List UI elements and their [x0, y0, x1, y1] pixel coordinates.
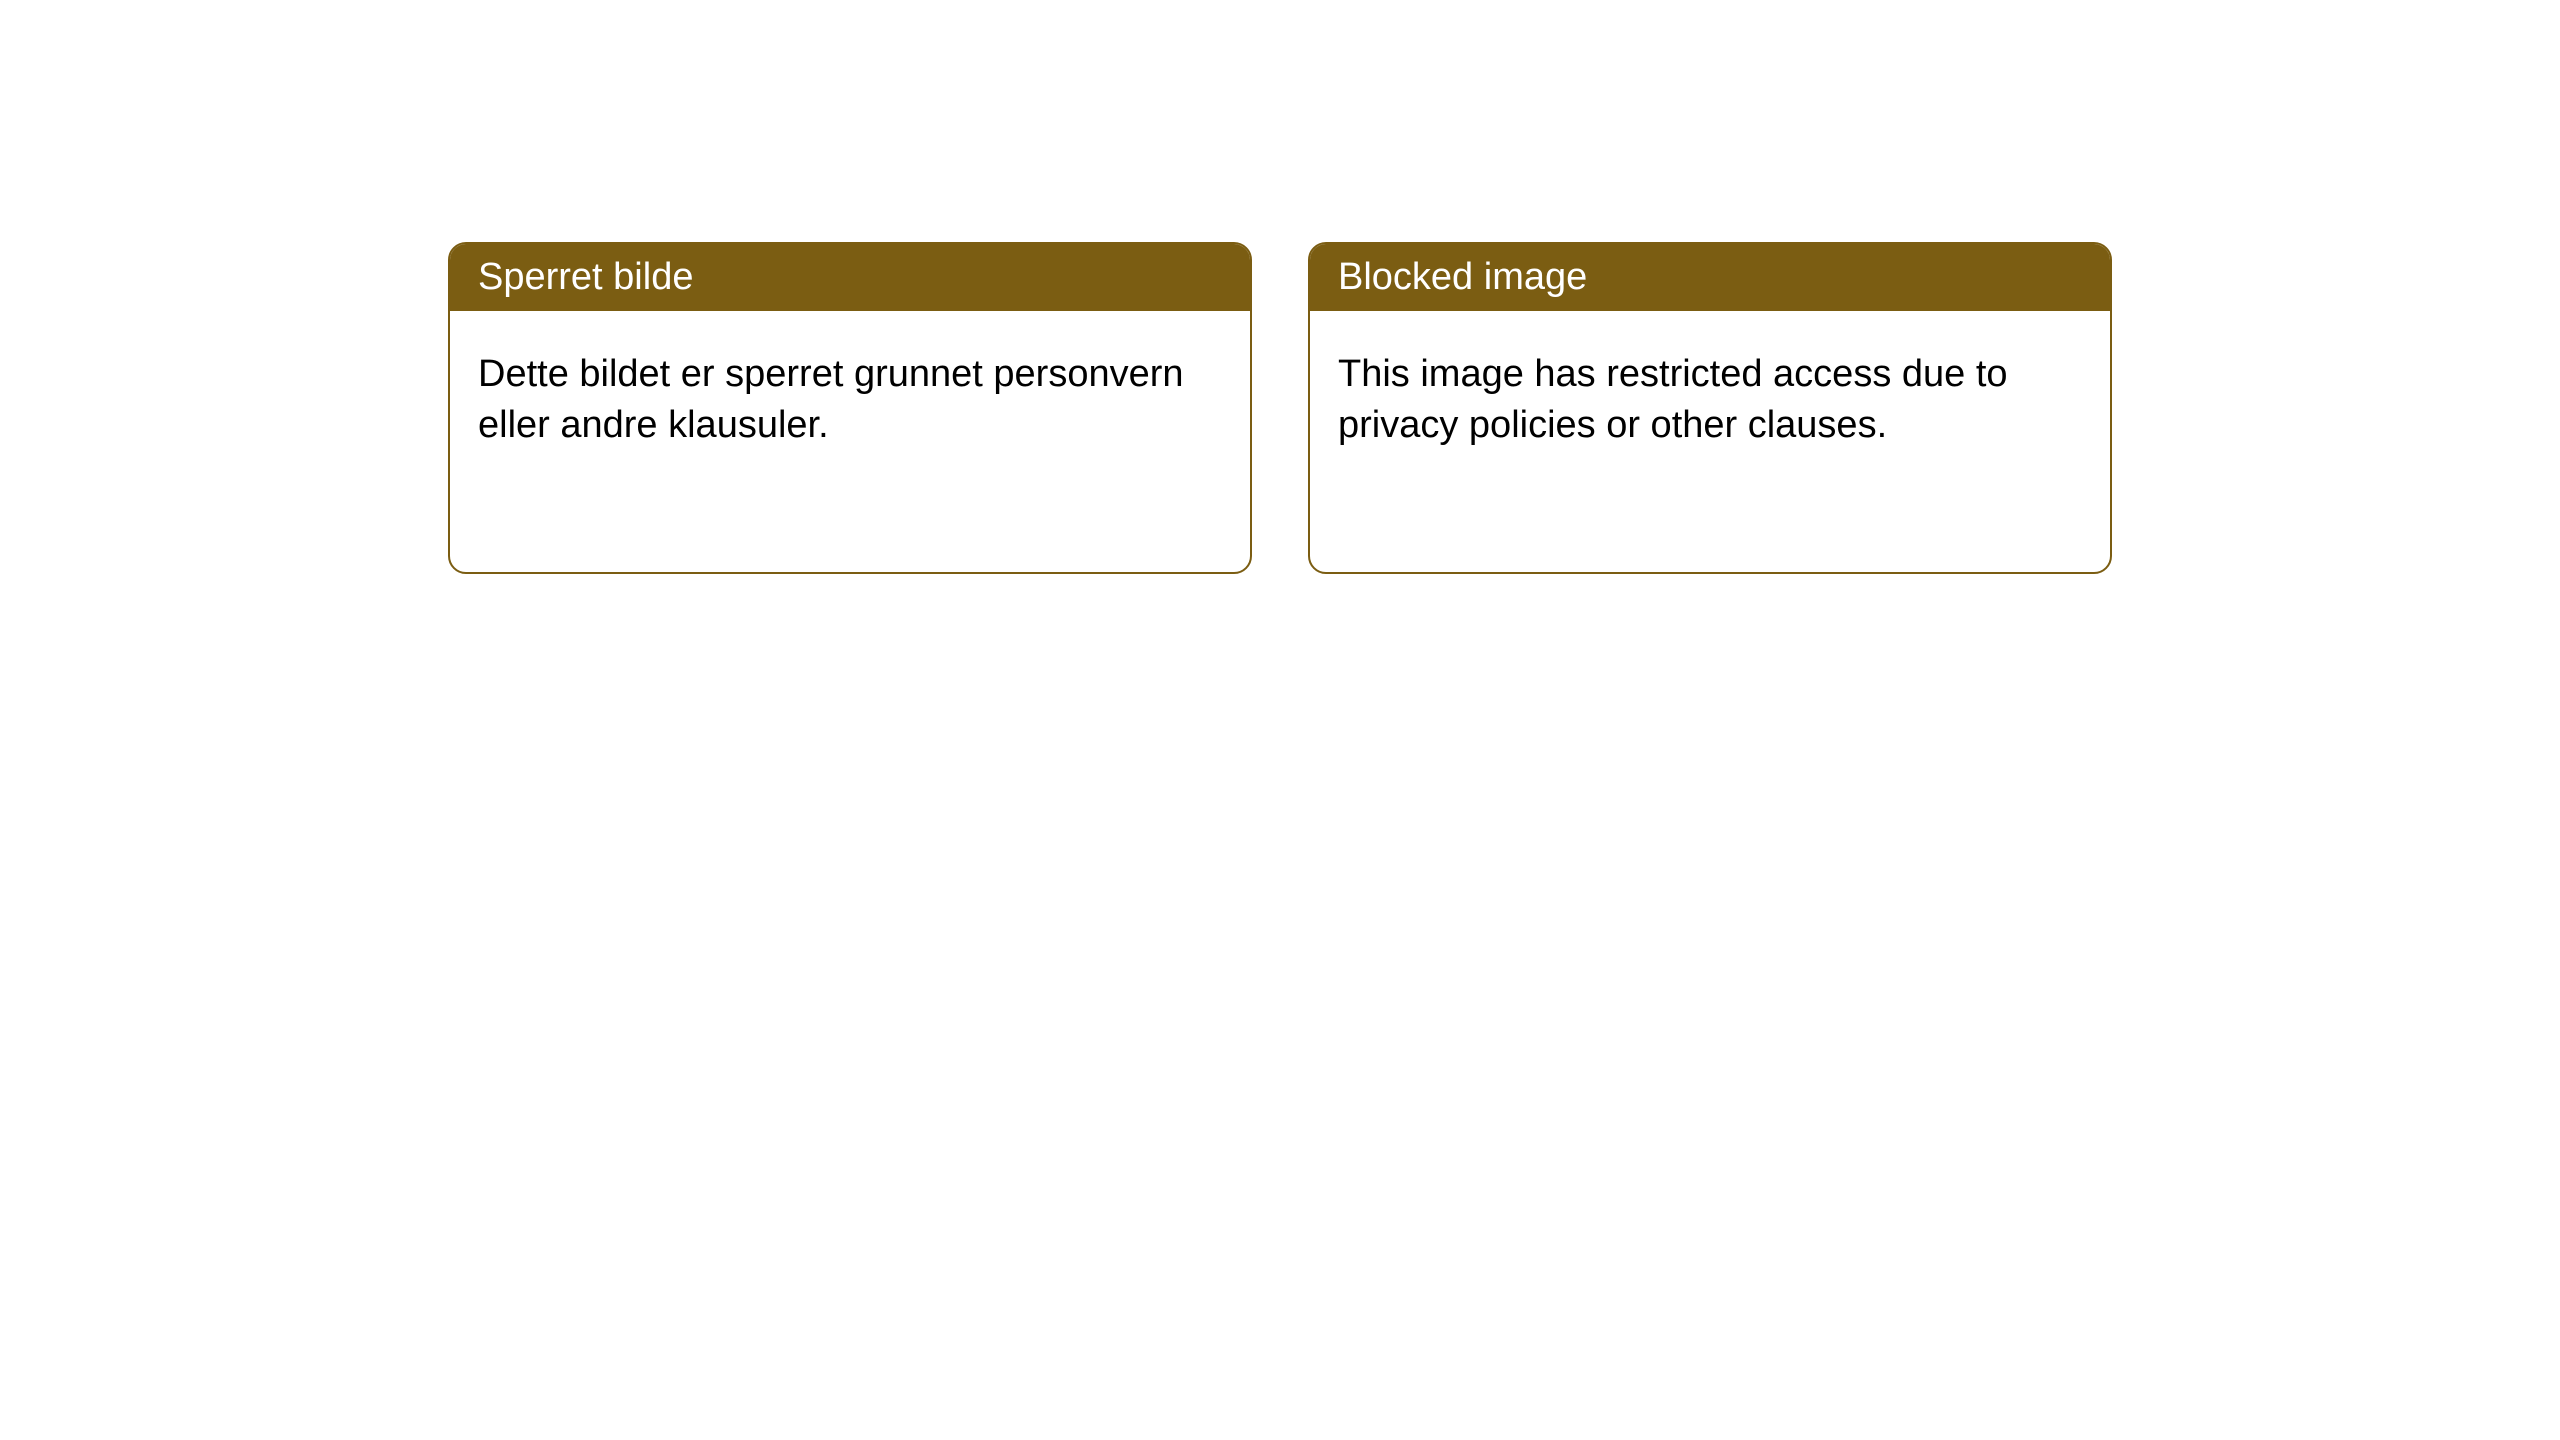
notice-card-english: Blocked image This image has restricted …: [1308, 242, 2112, 574]
notice-card-body: This image has restricted access due to …: [1310, 311, 2110, 490]
notice-card-title: Blocked image: [1310, 244, 2110, 311]
notice-card-body: Dette bildet er sperret grunnet personve…: [450, 311, 1250, 490]
notice-card-container: Sperret bilde Dette bildet er sperret gr…: [0, 0, 2560, 574]
notice-card-norwegian: Sperret bilde Dette bildet er sperret gr…: [448, 242, 1252, 574]
notice-card-title: Sperret bilde: [450, 244, 1250, 311]
